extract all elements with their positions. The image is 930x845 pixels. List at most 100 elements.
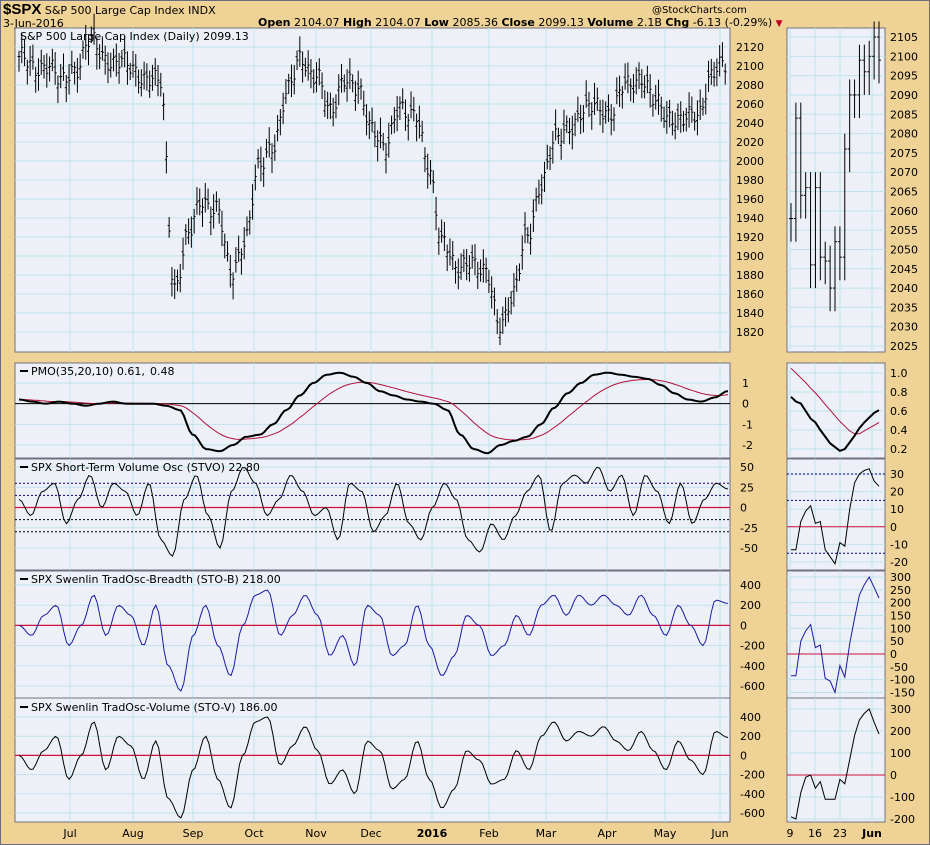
stvo-y-tick: -50 [740,542,758,555]
price-bar [618,75,622,107]
price-bar [150,64,154,91]
price-bar [462,249,466,273]
price-bar [637,62,641,90]
stvo-line [18,466,729,557]
detail-price-bar [803,172,808,219]
detail-panel-0 [786,27,886,353]
price-bar [403,99,407,131]
detail-stov-y-tick: 200 [890,725,911,738]
price-y-tick: 2120 [736,41,764,54]
price-bar [712,61,716,87]
detail-panel-4 [786,697,886,823]
chg-value: -6.13 (-0.29%) [692,16,773,29]
price-bar [556,127,560,145]
price-bar [223,233,227,259]
detail-price-bar [842,133,847,281]
detail-price-bar [877,21,881,84]
price-y-tick: 2040 [736,117,764,130]
price-bar [587,91,591,118]
price-bar [109,52,113,78]
price-bar [234,247,238,273]
price-bar [668,99,672,128]
price-bar [131,50,135,78]
price-bar [545,144,549,170]
price-bar [520,235,524,270]
detail-stob-y-tick: 200 [890,597,911,610]
open-label: Open [258,16,291,29]
detail-price-y-tick: 2065 [890,186,918,199]
detail-price-bar [789,203,793,242]
price-bar [704,83,708,115]
detail-stob-y-tick: -50 [890,661,908,674]
stov-y-tick: 0 [740,749,747,762]
price-bar [665,100,669,134]
price-bar [34,66,38,93]
x-tick-label: 2016 [417,827,448,840]
price-bar [698,89,702,120]
price-bar [162,92,166,121]
open-value: 2104.07 [294,16,340,29]
price-bar [331,97,335,127]
pmo-y-tick: -2 [742,439,753,452]
index-name: S&P 500 Large Cap Index [44,4,185,17]
x-tick-label: Jun [710,827,728,840]
price-y-tick: 2080 [736,79,764,92]
price-bar [73,61,77,85]
price-bar [214,191,218,212]
price-bar [201,198,205,227]
detail-stov-y-tick: 0 [890,769,897,782]
detail-stob-y-tick: 300 [890,571,911,584]
price-bar [209,206,213,236]
price-bar [187,218,191,245]
detail-stob-y-tick: 50 [890,635,904,648]
price-bar [226,241,230,262]
watermark: @StockCharts.com [652,5,747,16]
price-bar [100,36,104,61]
price-bar [651,93,655,117]
price-bar [367,111,371,140]
detail-pmo-y-tick: 0.4 [890,424,908,437]
detail-price-bar [857,44,862,119]
price-bar [273,134,277,161]
price-bar [551,130,555,164]
price-bar [718,45,722,77]
price-bar [56,75,60,104]
price-bar [170,267,174,297]
price-bar [559,128,563,160]
price-bar [370,107,374,133]
price-bar [481,249,485,283]
high-label: High [343,16,372,29]
price-bar [84,24,88,60]
detail-x-tick-label: 23 [833,827,847,840]
price-bar [643,75,647,99]
detail-price-y-tick: 2050 [890,243,918,256]
price-bar [723,63,727,85]
x-tick-label: Jul [62,827,76,840]
detail-pmo-y-tick: 1.0 [890,367,908,380]
price-y-tick: 1880 [736,269,764,282]
detail-x-tick-label: 9 [787,827,794,840]
detail-stov-y-tick: -200 [890,813,915,826]
price-bar [192,208,196,234]
price-bar [48,56,52,82]
pmo-title: PMO(35,20,10) 0.61, [31,365,145,378]
price-bar [267,127,271,158]
price-bar [679,101,683,133]
price-y-tick: 2000 [736,155,764,168]
stvo-y-tick: -25 [740,522,758,535]
price-bar [348,58,352,90]
x-tick-label: Feb [479,827,498,840]
price-bar [292,65,296,95]
price-bar [601,99,605,133]
detail-stvo-y-tick: 20 [890,486,904,499]
detail-price-y-tick: 2100 [890,50,918,63]
price-bar [434,196,438,231]
price-bar [334,94,338,119]
price-bar [565,115,569,134]
main-panel-1 [14,362,731,459]
price-bar [629,78,633,102]
quote-line: Open 2104.07 High 2104.07 Low 2085.36 Cl… [258,16,783,29]
price-y-tick: 1860 [736,288,764,301]
price-bar [437,227,441,255]
